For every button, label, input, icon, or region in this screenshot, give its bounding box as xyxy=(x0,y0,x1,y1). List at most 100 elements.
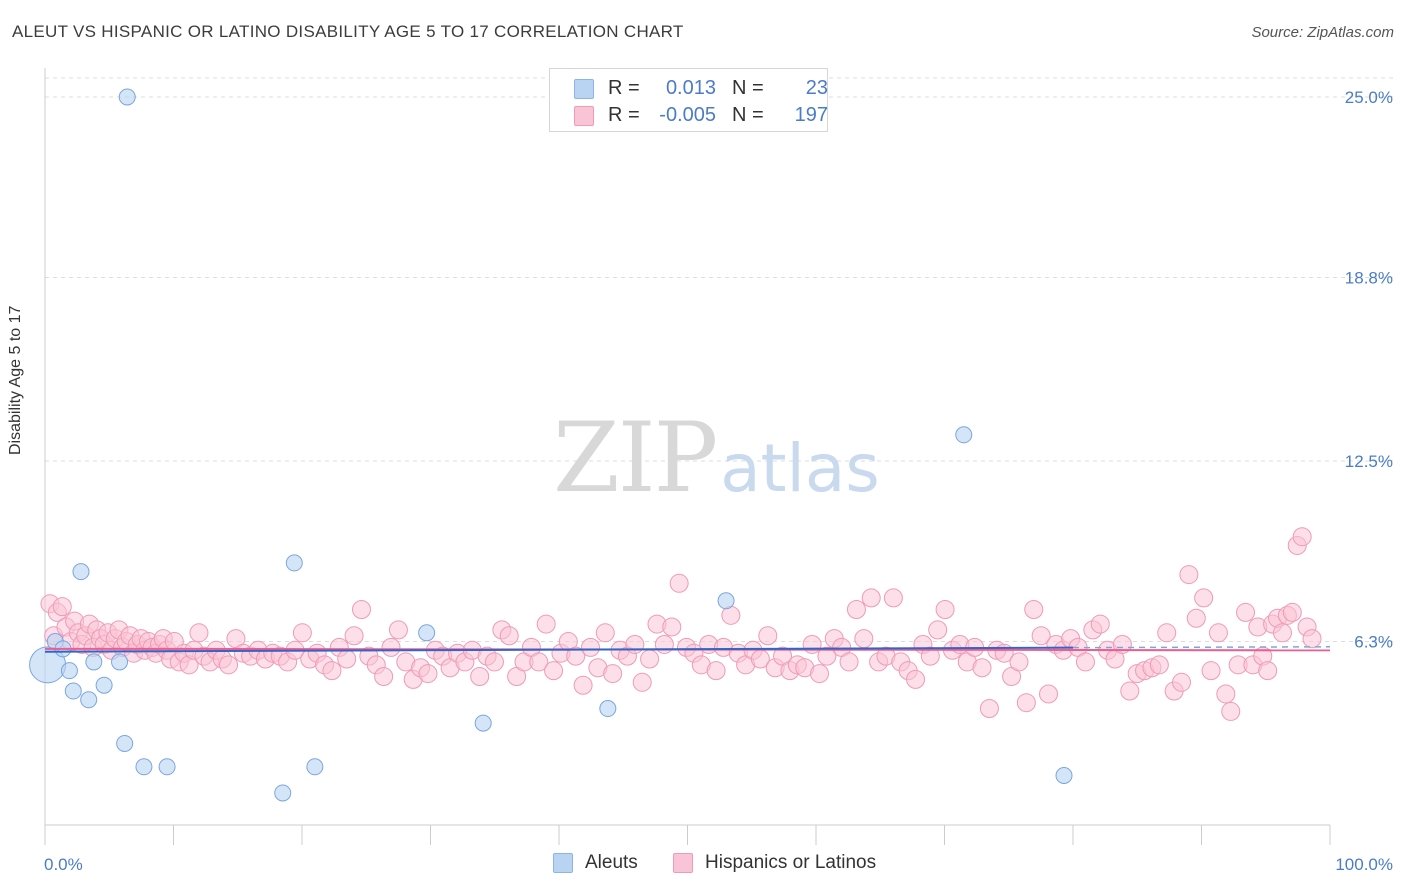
hispanic-point xyxy=(1292,527,1312,547)
hispanic-point xyxy=(1149,655,1169,675)
stats-r-label: R = xyxy=(608,77,640,99)
aleut-trend-extension xyxy=(1072,646,1331,649)
hispanic-point xyxy=(906,669,926,689)
aleut-trend-line xyxy=(44,646,1074,653)
hispanic-point xyxy=(839,652,859,672)
hispanic-point xyxy=(337,649,357,669)
hispanic-point xyxy=(544,661,564,681)
hispanic-point xyxy=(52,597,72,617)
stats-swatch-hispanic xyxy=(574,106,594,126)
aleut-point xyxy=(60,662,78,680)
hispanic-point xyxy=(418,664,438,684)
legend-label-hispanics: Hispanics or Latinos xyxy=(705,852,877,873)
aleut-point xyxy=(85,653,103,671)
hispanic-point xyxy=(566,646,586,666)
hispanic-point xyxy=(810,664,830,684)
aleut-point xyxy=(64,682,82,700)
hispanic-point xyxy=(632,672,652,692)
hispanic-point xyxy=(861,588,881,608)
aleut-point xyxy=(95,676,113,694)
aleut-points xyxy=(29,88,1073,802)
hispanic-point xyxy=(351,600,371,620)
hispanic-point xyxy=(846,600,866,620)
aleut-point xyxy=(1055,766,1073,784)
hispanic-point xyxy=(1024,600,1044,620)
chart-title: ALEUT VS HISPANIC OR LATINO DISABILITY A… xyxy=(12,22,684,41)
hispanic-point xyxy=(920,646,940,666)
hispanic-points xyxy=(40,527,1322,721)
hispanic-point xyxy=(1201,661,1221,681)
hispanic-point xyxy=(1179,565,1199,585)
stats-swatch-aleut xyxy=(574,79,594,99)
hispanic-point xyxy=(669,573,689,593)
hispanic-point xyxy=(219,655,239,675)
y-tick-label: 25.0% xyxy=(1345,88,1393,107)
axes xyxy=(44,68,1331,845)
aleut-point xyxy=(418,624,436,642)
hispanic-point xyxy=(1157,623,1177,643)
x-tick-label: 0.0% xyxy=(44,855,83,874)
aleut-point xyxy=(80,691,98,709)
hispanic-point xyxy=(1216,684,1236,704)
aleut-point xyxy=(474,714,492,732)
watermark: ZIPatlas xyxy=(553,402,880,514)
legend: Aleuts Hispanics or Latinos xyxy=(0,851,1406,877)
hispanic-point xyxy=(640,649,660,669)
stats-n-label: N = xyxy=(732,104,764,126)
aleut-point xyxy=(158,758,176,776)
aleut-point xyxy=(955,426,973,444)
hispanic-point xyxy=(580,637,600,657)
hispanic-point xyxy=(1009,652,1029,672)
hispanic-point xyxy=(1236,602,1256,622)
hispanic-point xyxy=(1272,623,1292,643)
legend-label-aleuts: Aleuts xyxy=(585,852,638,873)
hispanic-point xyxy=(1120,681,1140,701)
hispanic-point xyxy=(1090,614,1110,634)
stats-n-value: 23 xyxy=(805,77,828,99)
y-axis-label: Disability Age 5 to 17 xyxy=(7,305,24,455)
aleut-point xyxy=(285,554,303,572)
hispanic-point xyxy=(573,675,593,695)
aleut-point xyxy=(135,758,153,776)
hispanic-point xyxy=(499,626,519,646)
hispanic-point xyxy=(595,623,615,643)
watermark-zip: ZIP xyxy=(553,402,718,514)
stats-r-value: -0.005 xyxy=(659,104,716,126)
hispanic-point xyxy=(1186,608,1206,628)
hispanic-point xyxy=(935,600,955,620)
aleut-point xyxy=(111,653,129,671)
y-tick-label: 6.3% xyxy=(1354,633,1393,652)
legend-swatch-hispanics xyxy=(673,853,693,873)
aleut-point xyxy=(717,592,735,610)
legend-swatch-aleuts xyxy=(553,853,573,873)
hispanic-point xyxy=(1194,588,1214,608)
hispanic-point xyxy=(1282,602,1302,622)
hispanic-point xyxy=(189,623,209,643)
trend-lines xyxy=(44,646,1331,653)
hispanic-point xyxy=(802,634,822,654)
hispanic-point xyxy=(854,629,874,649)
hispanic-point xyxy=(928,620,948,640)
gridlines xyxy=(45,77,1393,643)
hispanic-point xyxy=(1302,629,1322,649)
hispanic-point xyxy=(1075,652,1095,672)
hispanic-point xyxy=(1258,661,1278,681)
hispanic-point xyxy=(1171,672,1191,692)
stats-n-value: 197 xyxy=(794,104,828,126)
hispanic-point xyxy=(979,699,999,719)
hispanic-point xyxy=(536,614,556,634)
hispanic-point xyxy=(344,626,364,646)
tick-labels: 6.3% 12.5% 18.8% 25.0% 0.0% 100.0% xyxy=(44,88,1393,874)
hispanic-point xyxy=(972,658,992,678)
aleut-point xyxy=(306,758,324,776)
hispanic-point xyxy=(322,661,342,681)
hispanic-point xyxy=(654,634,674,654)
x-tick-label: 100.0% xyxy=(1335,855,1393,874)
hispanic-point xyxy=(374,666,394,686)
hispanic-point xyxy=(625,634,645,654)
aleut-point xyxy=(118,88,136,106)
hispanic-point xyxy=(1016,693,1036,713)
hispanic-point xyxy=(758,626,778,646)
hispanic-point xyxy=(381,637,401,657)
